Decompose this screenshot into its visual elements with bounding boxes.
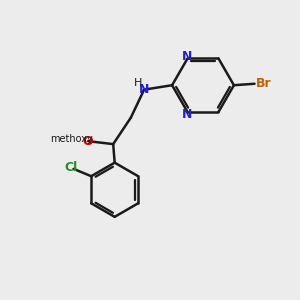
Text: H: H [134, 78, 142, 88]
Text: N: N [182, 50, 193, 63]
Text: O: O [83, 135, 94, 148]
Text: Br: Br [256, 77, 272, 90]
Text: Cl: Cl [64, 161, 78, 174]
Text: methoxy: methoxy [51, 134, 93, 144]
Text: N: N [139, 83, 149, 96]
Text: N: N [182, 108, 193, 121]
